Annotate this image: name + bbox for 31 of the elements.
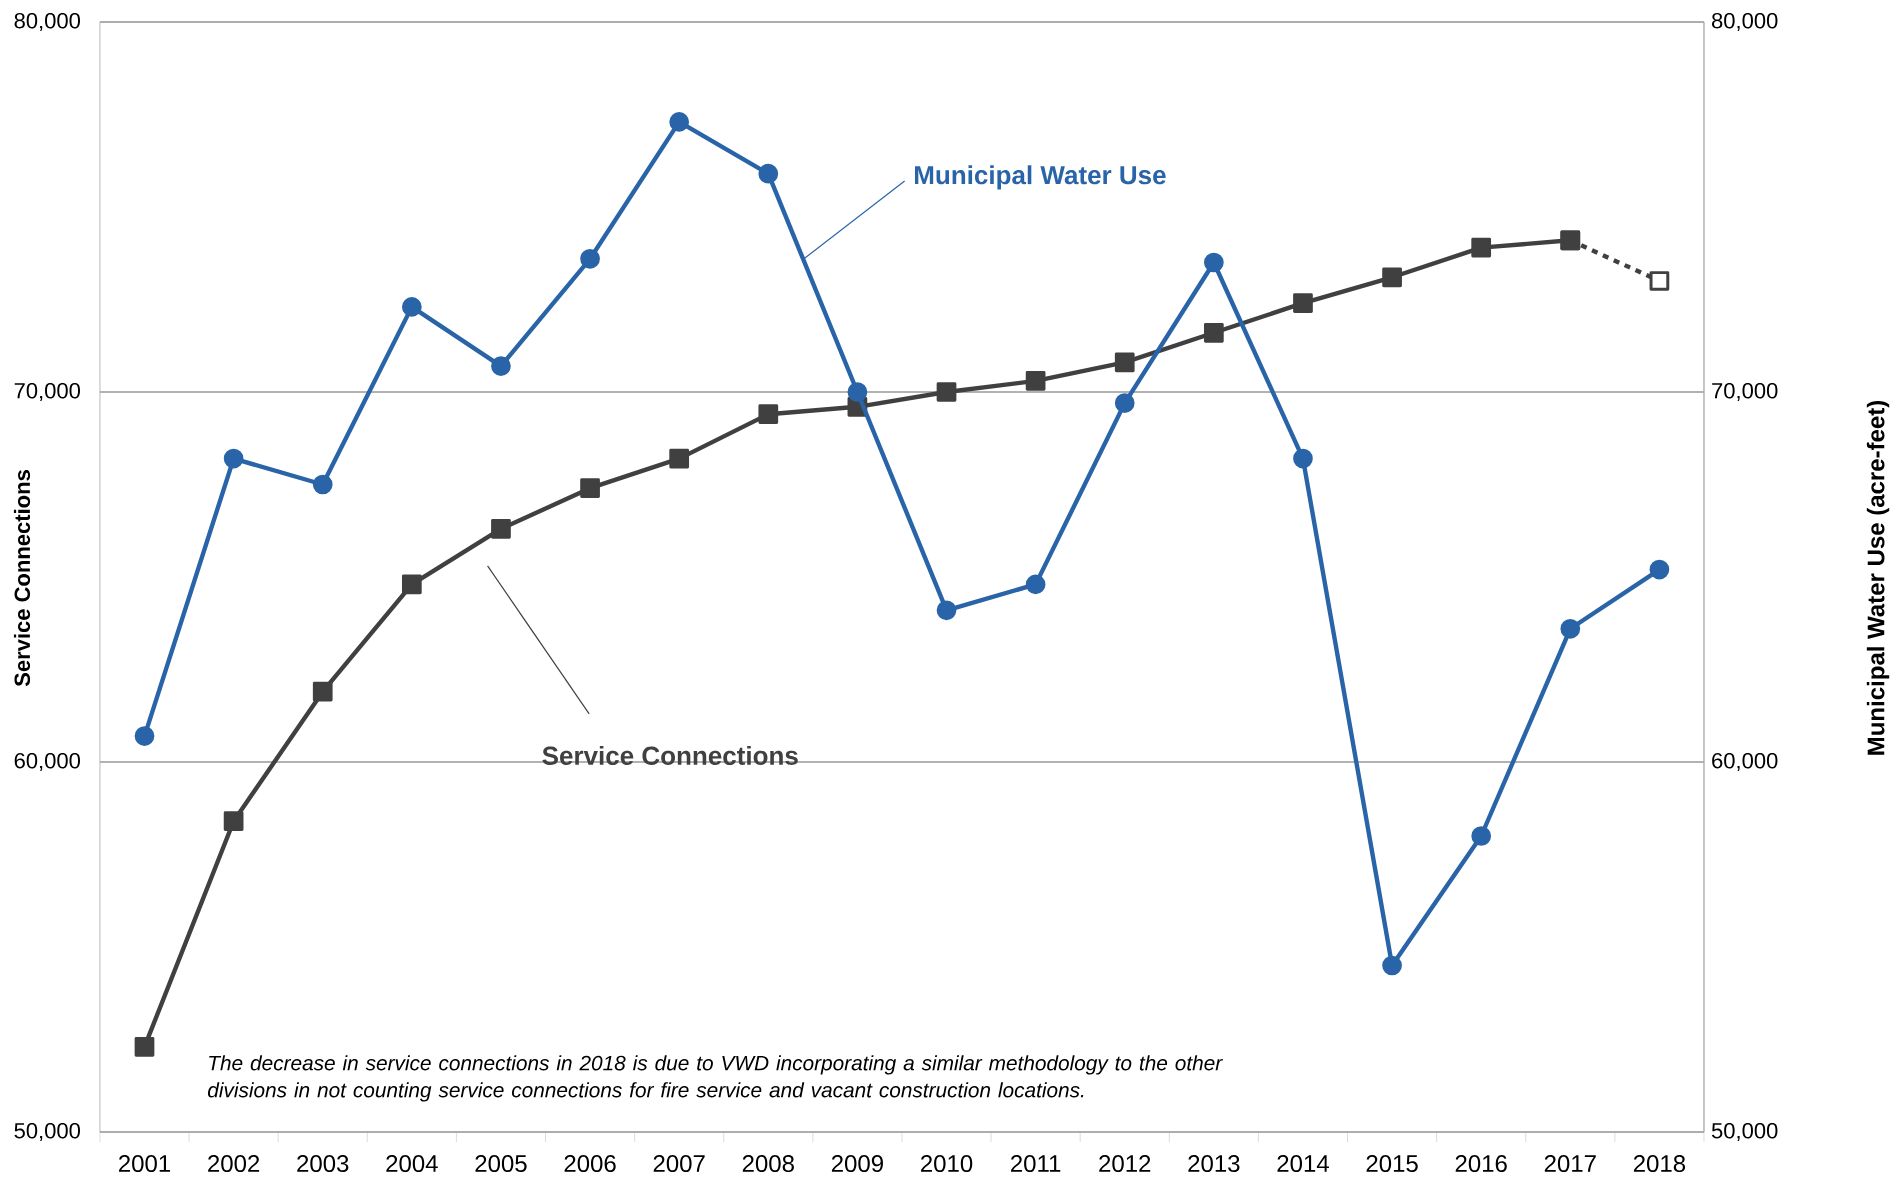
x-tick-label: 2017 [1544,1155,1596,1173]
x-tick-label: 2001 [119,1155,171,1173]
y-tick-label: 50,000 [14,1122,81,1142]
annotation: The decrease in service connections in 2018 is due to VWD incorporating a similar methodology to the other divisions in not counting service connections for fire service and vacant construction locations. [207,1055,1223,1102]
y2-tick-label: 70,000 [1712,382,1778,402]
x-tick-label: 2014 [1277,1155,1329,1173]
x-tick-label: 2013 [1188,1155,1240,1173]
y2-tick-label: 80,000 [1712,12,1778,32]
x-tick-label: 2012 [1099,1155,1151,1173]
x-tick-label: 2018 [1633,1155,1686,1173]
x-tick-label: 2007 [653,1155,705,1173]
y-axis-title: Service Connections [13,470,31,687]
y2-tick-label: 60,000 [1712,752,1778,772]
x-tick-label: 2015 [1366,1155,1418,1173]
text: Municipal Water Use [915,165,1166,190]
x-tick-label: 2009 [831,1155,883,1173]
y-tick-label: 70,000 [14,382,81,402]
x-tick-label: 2004 [386,1155,438,1173]
x-tick-label: 2002 [208,1155,260,1173]
y-tick-label: 80,000 [14,12,81,32]
x-tick-label: 2005 [475,1155,527,1173]
x-tick-label: 2008 [742,1155,794,1173]
y2-axis-title: Municipal Water Use (acre-feet) [1866,400,1890,755]
x-tick-label: 2011 [1011,1155,1061,1173]
x-tick-label: 2006 [564,1155,616,1173]
y2-tick-label: 50,000 [1711,1122,1778,1142]
y-tick-label: 60,000 [14,752,81,772]
x-tick-label: 2003 [297,1155,349,1173]
x-tick-label: 2010 [921,1155,973,1173]
x-tick-label: 2016 [1455,1155,1507,1173]
text: Service Connections [542,745,798,765]
